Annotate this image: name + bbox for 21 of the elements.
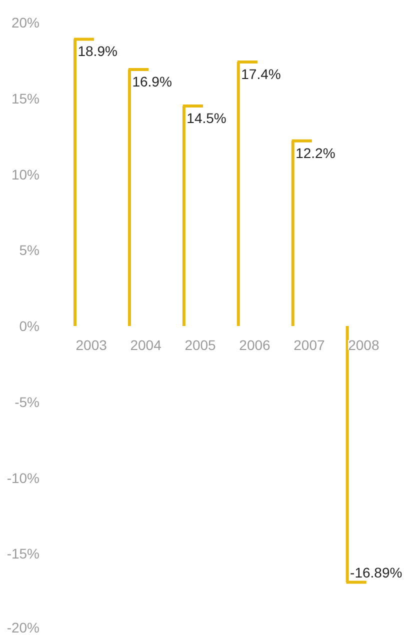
y-tick-label: 20% (11, 14, 40, 30)
y-tick-label: 0% (19, 318, 40, 334)
y-tick-label: 10% (11, 166, 40, 182)
data-label: 16.9% (132, 74, 172, 90)
x-tick-label: 2006 (239, 337, 271, 353)
data-label: 18.9% (78, 43, 118, 60)
x-tick-label: 2004 (130, 337, 162, 353)
y-tick-label: 15% (11, 90, 40, 106)
y-tick-label: -15% (6, 546, 40, 562)
y-tick-label: -10% (6, 470, 40, 486)
x-tick-label: 2003 (76, 337, 108, 353)
data-label: 17.4% (241, 66, 281, 82)
data-label: 12.2% (296, 144, 336, 161)
y-tick-label: -20% (6, 620, 40, 635)
data-label: 14.5% (186, 110, 226, 126)
y-tick-label: -5% (14, 394, 40, 410)
x-tick-label: 2008 (348, 337, 380, 353)
data-label: -16.89% (350, 564, 402, 580)
y-tick-label: 5% (19, 242, 40, 258)
x-tick-label: 2005 (184, 337, 216, 353)
x-tick-label: 2007 (294, 337, 325, 353)
